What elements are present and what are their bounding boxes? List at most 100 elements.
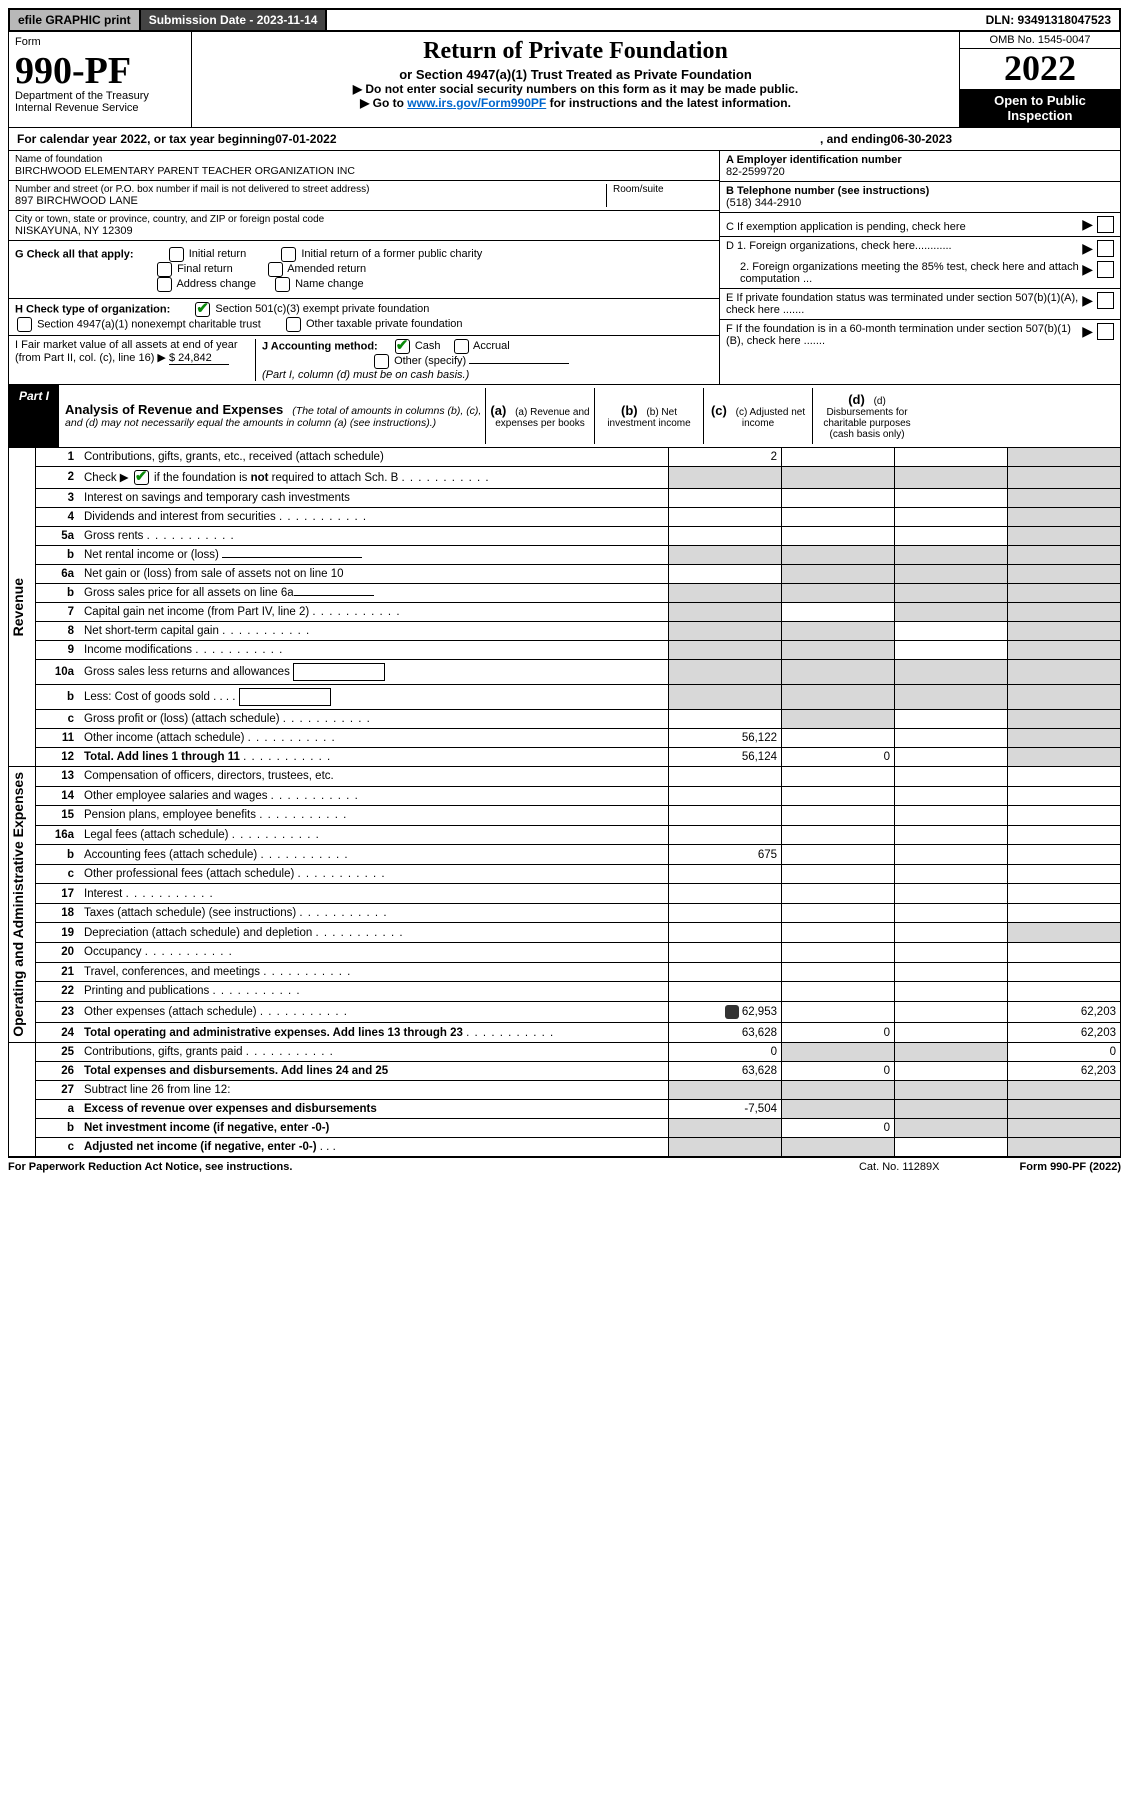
row-10a: Gross sales less returns and allowances (84, 666, 290, 678)
d2-checkbox[interactable] (1097, 261, 1114, 278)
row-4: Dividends and interest from securities (84, 511, 276, 523)
r24a: 63,628 (669, 1023, 782, 1043)
r25a: 0 (669, 1042, 782, 1061)
h1: Section 501(c)(3) exempt private foundat… (215, 303, 429, 315)
r1a: 2 (669, 448, 782, 467)
row-15: Pension plans, employee benefits (84, 809, 256, 821)
r2a: Check ▶ (84, 472, 129, 484)
row-26: Total expenses and disbursements. Add li… (84, 1065, 388, 1077)
r27bb: 0 (782, 1118, 895, 1137)
h3-checkbox[interactable] (286, 317, 301, 332)
col-c: (c) (c) Adjusted net income (704, 388, 813, 444)
row-8: Net short-term capital gain (84, 625, 219, 637)
form-number: 990-PF (15, 52, 185, 90)
row-10b: Less: Cost of goods sold (84, 691, 210, 703)
row-27b: Net investment income (if negative, ente… (84, 1122, 329, 1134)
calyear-begin: 07-01-2022 (275, 132, 336, 146)
submission-date: Submission Date - 2023-11-14 (141, 10, 328, 30)
g5: Address change (176, 278, 256, 290)
h2-checkbox[interactable] (17, 317, 32, 332)
r12b: 0 (782, 748, 895, 767)
c-checkbox[interactable] (1097, 216, 1114, 233)
row-23: Other expenses (attach schedule) (84, 1006, 257, 1018)
note2-pre: ▶ Go to (360, 96, 407, 110)
entity-info: Name of foundation BIRCHWOOD ELEMENTARY … (8, 151, 1121, 385)
row-13: Compensation of officers, directors, tru… (80, 767, 669, 787)
dept-2: Internal Revenue Service (15, 102, 185, 114)
h1-checkbox[interactable] (195, 302, 210, 317)
part-tag: Part I (9, 385, 59, 447)
row-7: Capital gain net income (from Part IV, l… (84, 606, 309, 618)
d1-label: D 1. Foreign organizations, check here..… (726, 240, 1082, 257)
f-checkbox[interactable] (1097, 323, 1114, 340)
g6: Name change (295, 278, 364, 290)
amended-return-checkbox[interactable] (268, 262, 283, 277)
tax-year: 2022 (960, 49, 1120, 89)
phone: (518) 344-2910 (726, 197, 801, 209)
g2: Initial return of a former public charit… (301, 248, 482, 260)
r23a: 62,953 (742, 1006, 777, 1018)
f-label: F If the foundation is in a 60-month ter… (726, 323, 1082, 347)
r24d: 62,203 (1008, 1023, 1121, 1043)
footer-right: Form 990-PF (2022) (1020, 1161, 1122, 1173)
g-label: G Check all that apply: (15, 248, 134, 260)
name-label: Name of foundation (15, 154, 713, 165)
h3: Other taxable private foundation (306, 318, 463, 330)
footer-left: For Paperwork Reduction Act Notice, see … (8, 1161, 292, 1173)
room-label: Room/suite (613, 184, 713, 195)
initial-former-checkbox[interactable] (281, 247, 296, 262)
a-label: A Employer identification number (726, 154, 902, 166)
accrual-checkbox[interactable] (454, 339, 469, 354)
efile-label[interactable]: efile GRAPHIC print (10, 10, 141, 30)
attachment-icon[interactable] (725, 1005, 739, 1019)
row-27: Subtract line 26 from line 12: (80, 1080, 669, 1099)
other-checkbox[interactable] (374, 354, 389, 369)
j1: Cash (415, 340, 441, 352)
name-change-checkbox[interactable] (275, 277, 290, 292)
part-title: Analysis of Revenue and Expenses (65, 402, 283, 417)
instructions-link[interactable]: www.irs.gov/Form990PF (407, 96, 546, 110)
row-11: Other income (attach schedule) (84, 732, 244, 744)
g3: Final return (177, 263, 233, 275)
row-25: Contributions, gifts, grants paid (84, 1046, 243, 1058)
h2: Section 4947(a)(1) nonexempt charitable … (37, 318, 261, 330)
g1: Initial return (189, 248, 246, 260)
address-change-checkbox[interactable] (157, 277, 172, 292)
final-return-checkbox[interactable] (157, 262, 172, 277)
street-address: 897 BIRCHWOOD LANE (15, 195, 606, 207)
row-27c: Adjusted net income (if negative, enter … (84, 1141, 317, 1153)
row-5b: Net rental income or (loss) (84, 549, 219, 561)
schb-checkbox[interactable] (134, 470, 149, 485)
r26b: 0 (782, 1061, 895, 1080)
e-checkbox[interactable] (1097, 292, 1114, 309)
initial-return-checkbox[interactable] (169, 247, 184, 262)
row-1: Contributions, gifts, grants, etc., rece… (80, 448, 669, 467)
addr-label: Number and street (or P.O. box number if… (15, 184, 606, 195)
form-note-1: ▶ Do not enter social security numbers o… (200, 82, 951, 96)
e-label: E If private foundation status was termi… (726, 292, 1082, 316)
r11a: 56,122 (669, 729, 782, 748)
r26d: 62,203 (1008, 1061, 1121, 1080)
d1-checkbox[interactable] (1097, 240, 1114, 257)
form-title: Return of Private Foundation (200, 38, 951, 65)
c-label: C If exemption application is pending, c… (726, 221, 1082, 233)
row-27a: Excess of revenue over expenses and disb… (84, 1103, 377, 1115)
col-a: (a) (a) Revenue and expenses per books (486, 388, 595, 444)
cash-checkbox[interactable] (395, 339, 410, 354)
r23d: 62,203 (1008, 1001, 1121, 1023)
revenue-side: Revenue (10, 574, 26, 640)
page-footer: For Paperwork Reduction Act Notice, see … (8, 1157, 1121, 1173)
r16ba: 675 (669, 845, 782, 865)
form-header: Form 990-PF Department of the Treasury I… (8, 32, 1121, 128)
row-21: Travel, conferences, and meetings (84, 966, 260, 978)
dept-1: Department of the Treasury (15, 90, 185, 102)
part-1-table: Revenue 1Contributions, gifts, grants, e… (8, 448, 1121, 1157)
r24b: 0 (782, 1023, 895, 1043)
calendar-year-row: For calendar year 2022, or tax year begi… (8, 128, 1121, 151)
calyear-pre: For calendar year 2022, or tax year begi… (17, 132, 275, 146)
row-6b: Gross sales price for all assets on line… (84, 587, 294, 599)
g4: Amended return (287, 263, 366, 275)
row-19: Depreciation (attach schedule) and deple… (84, 927, 312, 939)
j-label: J Accounting method: (262, 340, 378, 352)
row-16a: Legal fees (attach schedule) (84, 829, 228, 841)
